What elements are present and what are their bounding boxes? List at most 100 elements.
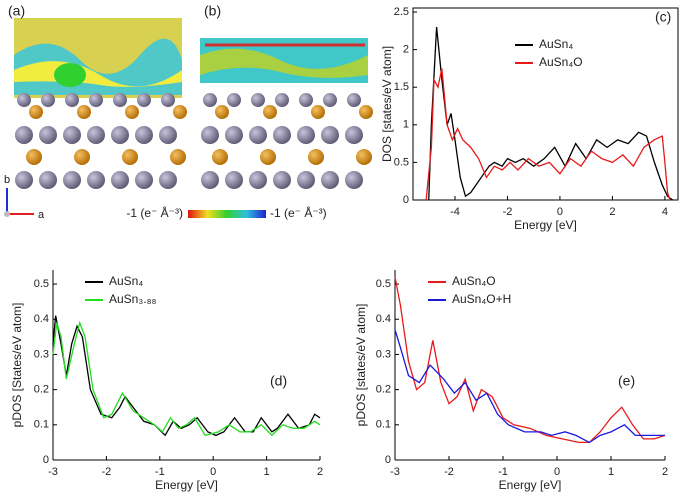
atom-au [122, 149, 138, 165]
atom-sn [299, 93, 313, 107]
y-tick-label: 0.5 [394, 156, 409, 168]
y-axis-title: pDOS [States/eV atom] [10, 303, 24, 428]
atom-au [173, 105, 187, 119]
y-tick-label: 2.5 [394, 6, 409, 18]
y-tick-label: 0.5 [34, 278, 49, 290]
x-tick-label: -4 [450, 206, 460, 218]
atom-sn [225, 126, 243, 144]
x-tick-label: 1 [608, 466, 614, 478]
atom-sn [111, 171, 129, 189]
atom-au [77, 105, 91, 119]
density-band [200, 48, 368, 78]
x-axis-title: Energy [eV] [514, 218, 577, 232]
series-line [425, 68, 671, 201]
axis-indicator: b a [4, 174, 45, 221]
x-tick-label: 0 [557, 206, 563, 218]
atom-au [356, 149, 372, 165]
atom-sn [297, 171, 315, 189]
atom-sn [63, 126, 81, 144]
x-tick-label: 2 [317, 466, 323, 478]
atom-sn [135, 126, 153, 144]
panel-label: (b) [204, 3, 221, 19]
axis-origin [4, 211, 10, 217]
y-tick-label: 0.3 [376, 348, 391, 360]
panel-label: (e) [618, 373, 635, 389]
legend-label: AuSn₄O [539, 55, 583, 69]
x-tick-label: 4 [662, 206, 668, 218]
y-tick-label: 1 [403, 119, 409, 131]
atom-sn [15, 171, 33, 189]
atoms [15, 93, 373, 189]
y-tick-label: 0.4 [34, 313, 49, 325]
series-line [52, 320, 321, 437]
atom-sn [321, 171, 339, 189]
y-tick-label: 1.5 [394, 81, 409, 93]
x-tick-label: 2 [662, 466, 668, 478]
atom-au [308, 149, 324, 165]
x-tick-label: 2 [609, 206, 615, 218]
atom-sn [249, 171, 267, 189]
legend-label: AuSn₃.₈₈ [109, 292, 157, 306]
atom-au [260, 149, 276, 165]
series-line [52, 315, 321, 437]
x-tick-label: -2 [102, 466, 112, 478]
atom-sn [15, 126, 33, 144]
structure-a [14, 18, 182, 98]
x-axis-title: Energy [eV] [499, 478, 562, 492]
y-tick-label: 0.2 [34, 384, 49, 396]
atom-au [263, 105, 277, 119]
atom-sn [275, 93, 289, 107]
colorbar-label: -1 (e⁻ Å⁻³) [270, 205, 327, 220]
axis-a-label: a [38, 209, 45, 221]
atom-au [215, 105, 229, 119]
x-axis-title: Energy [eV] [155, 478, 218, 492]
y-axis-title: pDOS [states/eV atom] [354, 304, 368, 427]
y-tick-label: 0.4 [376, 313, 391, 325]
y-tick-label: 0 [43, 454, 49, 466]
atom-au [311, 105, 325, 119]
panel-label: (a) [8, 3, 25, 19]
atom-sn [39, 126, 57, 144]
x-tick-label: 0 [210, 466, 216, 478]
atom-sn [87, 126, 105, 144]
x-tick-label: -1 [155, 466, 165, 478]
colorbar-label: -1 (e⁻ Å⁻³) [126, 205, 183, 220]
atom-au [359, 105, 373, 119]
atom-sn [249, 126, 267, 144]
atom-sn [297, 126, 315, 144]
atom-au [29, 105, 43, 119]
structure-b [200, 38, 368, 83]
atom-sn [89, 93, 103, 107]
y-tick-label: 0.5 [376, 278, 391, 290]
legend-label: AuSn₄ [539, 37, 573, 51]
atom-sn [65, 93, 79, 107]
atom-sn [161, 93, 175, 107]
atom-sn [201, 171, 219, 189]
legend-label: AuSn₄O [452, 274, 496, 288]
atom-sn [227, 93, 241, 107]
atom-sn [159, 171, 177, 189]
panel-label: (d) [270, 373, 287, 389]
x-tick-label: 0 [554, 466, 560, 478]
x-tick-label: -2 [444, 466, 454, 478]
series-line [394, 276, 666, 444]
atom-sn [111, 126, 129, 144]
atom-sn [137, 93, 151, 107]
atom-sn [135, 171, 153, 189]
atom-sn [39, 171, 57, 189]
panel-label: (c) [655, 9, 671, 25]
legend-label: AuSn₄O+H [452, 292, 511, 306]
plot-frame [412, 7, 679, 201]
atom-au [212, 149, 228, 165]
atom-sn [273, 126, 291, 144]
atom-au [170, 149, 186, 165]
atom-sn [273, 171, 291, 189]
legend-label: AuSn₄ [109, 274, 143, 288]
density-green [54, 63, 86, 87]
atom-sn [201, 126, 219, 144]
atom-sn [251, 93, 265, 107]
y-axis-title: DOS [states/eV atom] [380, 46, 394, 162]
x-tick-label: -3 [48, 466, 58, 478]
atom-sn [113, 93, 127, 107]
